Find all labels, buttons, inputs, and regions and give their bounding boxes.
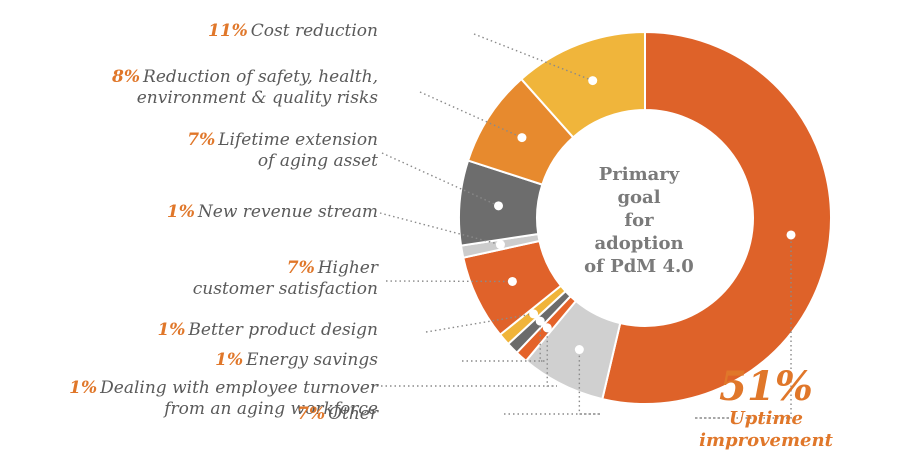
- leader-line-uptime-improvement: [694, 234, 792, 419]
- percent-cost-reduction: 11%: [207, 21, 248, 41]
- label-cost-reduction: 11% Cost reduction: [208, 21, 378, 42]
- text-employee-turnover-line-2: from an aging workforce: [164, 399, 378, 419]
- label-employee-turnover: 1% Dealing with employee turnover from an…: [69, 378, 378, 420]
- percent-energy-savings: 1%: [215, 350, 244, 370]
- text-other: Other: [328, 404, 378, 424]
- text-safety-risks-line-2: environment & quality risks: [136, 88, 378, 108]
- center-label-line-1: Primary goal: [598, 164, 680, 208]
- slice-cost-reduction: [519, 30, 646, 139]
- slice-marker-customer-satisfaction: [507, 276, 517, 286]
- center-label-line-2: for adoption: [594, 210, 684, 254]
- slice-marker-lifetime-extension: [494, 201, 504, 211]
- leader-line-energy-savings: [462, 321, 545, 362]
- percent-employee-turnover: 1%: [69, 378, 98, 398]
- percent-product-design: 1%: [157, 320, 186, 340]
- text-cost-reduction: Cost reduction: [250, 21, 378, 41]
- uptime-improvement-percent: 51%: [719, 363, 813, 410]
- leader-line-other: [504, 349, 601, 415]
- center-label-line-3: of PdM 4.0: [584, 256, 694, 277]
- leader-line-product-design: [425, 313, 534, 333]
- leader-line-employee-turnover: [372, 327, 557, 387]
- uptime-improvement-label-line-1: Uptime: [729, 408, 803, 429]
- label-customer-satisfaction: 7% Higher customer satisfaction: [193, 258, 378, 300]
- label-product-design: 1% Better product design: [157, 320, 378, 341]
- percent-customer-satisfaction: 7%: [286, 258, 315, 278]
- slice-marker-other: [574, 345, 584, 355]
- leader-line-cost-reduction: [473, 33, 593, 82]
- slice-marker-energy-savings: [535, 316, 545, 326]
- percent-other: 7%: [297, 404, 326, 424]
- slice-marker-cost-reduction: [588, 76, 598, 86]
- slice-uptime-improvement: [601, 30, 832, 405]
- percent-safety-risks: 8%: [112, 67, 141, 87]
- percent-new-revenue: 1%: [166, 202, 195, 222]
- slice-marker-employee-turnover: [542, 323, 552, 333]
- leader-line-lifetime-extension: [381, 152, 499, 207]
- uptime-improvement-callout: 51% Uptime improvement: [696, 366, 836, 452]
- slice-marker-product-design: [529, 309, 539, 319]
- text-energy-savings: Energy savings: [246, 350, 378, 370]
- text-lifetime-extension-line-2: of aging asset: [257, 151, 378, 171]
- slice-marker-uptime-improvement: [786, 230, 796, 240]
- slice-marker-safety-risks: [517, 133, 527, 143]
- text-customer-satisfaction-line-1: Higher: [317, 258, 378, 278]
- label-lifetime-extension: 7% Lifetime extension of aging asset: [187, 130, 378, 172]
- text-new-revenue: New revenue stream: [197, 202, 378, 222]
- label-new-revenue: 1% New revenue stream: [167, 202, 378, 223]
- percent-lifetime-extension: 7%: [187, 130, 216, 150]
- text-customer-satisfaction-line-2: customer satisfaction: [192, 279, 378, 299]
- leader-line-new-revenue: [379, 212, 501, 246]
- leader-lines: [372, 33, 796, 419]
- text-lifetime-extension-line-1: Lifetime extension: [218, 130, 378, 150]
- center-label: Primary goal for adoption of PdM 4.0: [578, 163, 700, 278]
- text-product-design: Better product design: [188, 320, 378, 340]
- label-energy-savings: 1% Energy savings: [215, 350, 378, 371]
- label-safety-risks: 8% Reduction of safety, health, environme…: [112, 67, 378, 109]
- text-employee-turnover-line-1: Dealing with employee turnover: [100, 378, 378, 398]
- label-other: 7% Other: [297, 404, 378, 425]
- uptime-improvement-label-line-2: improvement: [699, 430, 833, 451]
- slice-marker-new-revenue: [495, 240, 505, 250]
- leader-line-safety-risks: [419, 91, 523, 139]
- text-safety-risks-line-1: Reduction of safety, health,: [143, 67, 378, 87]
